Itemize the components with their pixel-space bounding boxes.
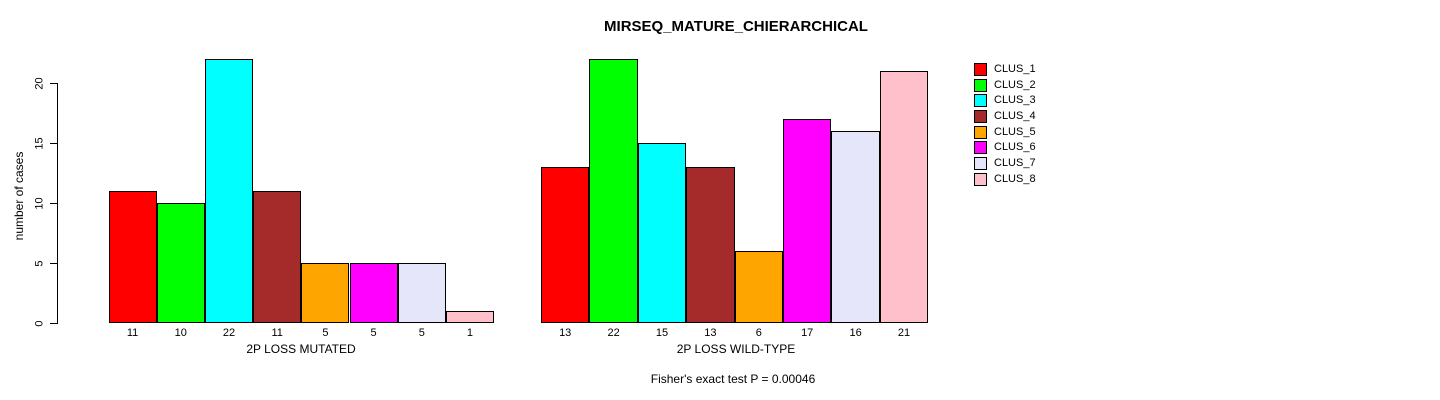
legend-label-clus_6: CLUS_6	[994, 141, 1036, 154]
legend-swatch-clus_1	[974, 63, 987, 76]
bar-clus_3	[637, 143, 687, 323]
bar-clus_1	[541, 167, 590, 323]
legend-swatch-clus_8	[974, 172, 987, 186]
bar-clus_5	[734, 251, 783, 323]
legend-swatch-clus_3	[974, 94, 987, 108]
bar-clus_2	[156, 203, 205, 323]
bar-clus_3	[204, 59, 254, 323]
bar-clus_4	[253, 191, 302, 323]
y-tick-mark	[50, 143, 57, 144]
y-tick-label: 5	[33, 259, 46, 267]
legend-label-clus_5: CLUS_5	[994, 125, 1036, 138]
bar-value-label: 22	[222, 327, 236, 339]
bar-value-label: 6	[755, 327, 762, 339]
bar-value-label: 21	[897, 327, 911, 339]
bar-value-label: 13	[704, 327, 717, 339]
y-tick-mark	[50, 203, 57, 204]
y-tick-mark	[50, 83, 57, 84]
bar-value-label: 22	[607, 327, 620, 339]
y-tick-label: 0	[33, 319, 46, 327]
y-tick-mark	[50, 263, 57, 264]
legend-swatch-clus_6	[974, 141, 987, 155]
bar-clus_4	[686, 167, 735, 323]
bar-value-label: 17	[801, 327, 814, 339]
legend-swatch-clus_7	[974, 156, 987, 170]
bar-value-label: 5	[370, 327, 377, 339]
legend-swatch-clus_4	[974, 109, 987, 123]
bar-value-label: 16	[849, 327, 862, 339]
bar-clus_7	[831, 131, 880, 323]
y-tick-label: 10	[33, 196, 46, 210]
bar-clus_2	[589, 59, 638, 323]
y-tick-mark	[50, 323, 57, 324]
x-axis-title-wild-type: 2P LOSS WILD-TYPE	[676, 342, 796, 356]
bar-clus_6	[783, 119, 832, 323]
x-axis-title-mutated: 2P LOSS MUTATED	[246, 342, 356, 356]
bar-value-label: 13	[559, 327, 572, 339]
legend-label-clus_3: CLUS_3	[994, 94, 1036, 107]
bar-clus_8	[879, 71, 929, 323]
bar-value-label: 11	[126, 327, 139, 339]
bar-value-label: 1	[466, 327, 474, 339]
y-axis-line	[57, 83, 58, 324]
y-tick-label: 15	[33, 136, 46, 150]
legend-label-clus_1: CLUS_1	[994, 63, 1036, 75]
legend-label-clus_4: CLUS_4	[994, 109, 1036, 122]
legend-label-clus_8: CLUS_8	[994, 172, 1036, 185]
bar-clus_8	[445, 311, 495, 323]
y-tick-label: 20	[33, 76, 46, 90]
bar-clus_6	[349, 263, 398, 323]
chart-title: MIRSEQ_MATURE_CHIERARCHICAL	[604, 18, 868, 35]
legend-label-clus_7: CLUS_7	[994, 156, 1036, 169]
bar-clus_5	[301, 263, 350, 323]
y-axis-title: number of cases	[12, 151, 26, 241]
bar-value-label: 11	[271, 327, 283, 339]
bar-clus_7	[397, 263, 446, 323]
fisher-test-footnote: Fisher's exact test P = 0.00046	[650, 372, 816, 386]
bar-value-label: 5	[322, 327, 329, 339]
bar-clus_1	[108, 191, 157, 323]
legend-swatch-clus_2	[974, 78, 987, 92]
legend-swatch-clus_5	[974, 125, 987, 139]
bar-value-label: 10	[174, 327, 187, 339]
bar-value-label: 5	[418, 327, 425, 339]
legend-label-clus_2: CLUS_2	[994, 78, 1036, 91]
bar-value-label: 15	[655, 327, 669, 339]
